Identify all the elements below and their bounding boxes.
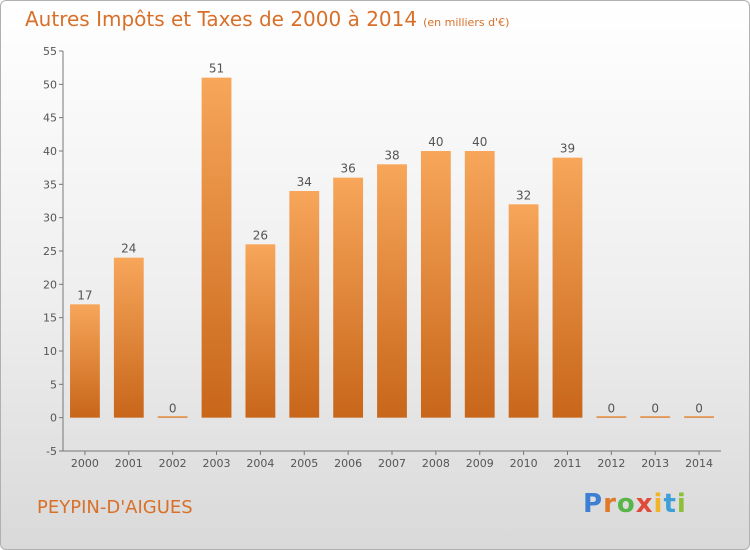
y-tick-label: 50	[43, 78, 57, 91]
bar-2013	[640, 416, 671, 418]
y-tick-label: 25	[43, 245, 57, 258]
x-tick-label: 2000	[71, 457, 99, 470]
y-tick-label: 55	[43, 45, 57, 58]
bar-2009	[464, 151, 495, 418]
y-tick-label: 40	[43, 145, 57, 158]
y-tick-label: 30	[43, 212, 57, 225]
bar-2006	[333, 177, 364, 418]
x-tick-label: 2002	[159, 457, 187, 470]
y-tick-label: 45	[43, 112, 57, 125]
bar-2001	[113, 257, 144, 418]
chart-subtitle: (en milliers d'€)	[423, 16, 510, 29]
data-label-2005: 34	[297, 175, 312, 189]
x-tick-label: 2006	[334, 457, 362, 470]
logo-letter: i	[676, 489, 687, 519]
logo-letter: o	[616, 489, 636, 519]
bar-2008	[420, 151, 451, 418]
commune-name: PEYPIN-D'AIGUES	[37, 497, 193, 518]
x-tick-label: 2011	[553, 457, 581, 470]
data-label-2006: 36	[340, 162, 355, 176]
chart-title-text: Autres Impôts et Taxes de 2000 à 2014	[25, 7, 418, 31]
y-tick-label: 10	[43, 345, 57, 358]
data-label-2010: 32	[516, 188, 531, 202]
bar-2010	[508, 204, 539, 418]
data-label-2000: 17	[77, 288, 92, 302]
x-tick-label: 2001	[115, 457, 143, 470]
logo-letter: i	[653, 489, 664, 519]
proxiti-logo: Proxiti	[583, 489, 687, 519]
bar-2007	[377, 164, 407, 418]
bar-2003	[201, 77, 232, 418]
x-tick-label: 2013	[641, 457, 669, 470]
bar-2002	[157, 416, 188, 418]
data-label-2002: 0	[169, 402, 177, 416]
bar-2005	[289, 191, 320, 418]
data-label-2011: 39	[560, 142, 575, 156]
x-tick-label: 2012	[597, 457, 625, 470]
x-tick-label: 2008	[422, 457, 450, 470]
data-label-2004: 26	[253, 228, 268, 242]
y-tick-label: 15	[43, 312, 57, 325]
y-tick-label: 20	[43, 278, 57, 291]
logo-letter: r	[603, 489, 617, 519]
data-label-2009: 40	[472, 135, 487, 149]
data-label-2003: 51	[209, 62, 224, 76]
bar-2012	[596, 416, 627, 418]
y-tick-label: -5	[46, 445, 57, 458]
bar-2014	[684, 416, 714, 418]
y-tick-label: 5	[50, 378, 57, 391]
data-label-2008: 40	[428, 135, 443, 149]
bar-2011	[552, 157, 583, 418]
bar-2004	[245, 244, 276, 418]
x-tick-label: 2004	[246, 457, 274, 470]
bar-2000	[70, 304, 100, 418]
logo-letter: t	[663, 489, 677, 519]
x-tick-label: 2007	[378, 457, 406, 470]
data-label-2014: 0	[695, 402, 703, 416]
x-tick-label: 2009	[466, 457, 494, 470]
chart-title: Autres Impôts et Taxes de 2000 à 2014 (en…	[25, 7, 509, 31]
data-label-2013: 0	[651, 402, 659, 416]
x-tick-label: 2003	[203, 457, 231, 470]
chart-bars	[70, 77, 714, 418]
data-label-2001: 24	[121, 242, 136, 256]
data-label-2007: 38	[384, 148, 399, 162]
chart-data-labels: 17 24 0 51 26 34 36 38 40 40 32 39 0 0 0	[77, 62, 703, 416]
x-tick-label: 2014	[685, 457, 713, 470]
x-tick-label: 2010	[510, 457, 538, 470]
logo-letter: x	[635, 489, 654, 519]
x-tick-label: 2005	[290, 457, 318, 470]
y-tick-label: 35	[43, 178, 57, 191]
logo-letter: P	[583, 489, 604, 519]
data-label-2012: 0	[608, 402, 616, 416]
y-tick-label: 0	[50, 412, 57, 425]
